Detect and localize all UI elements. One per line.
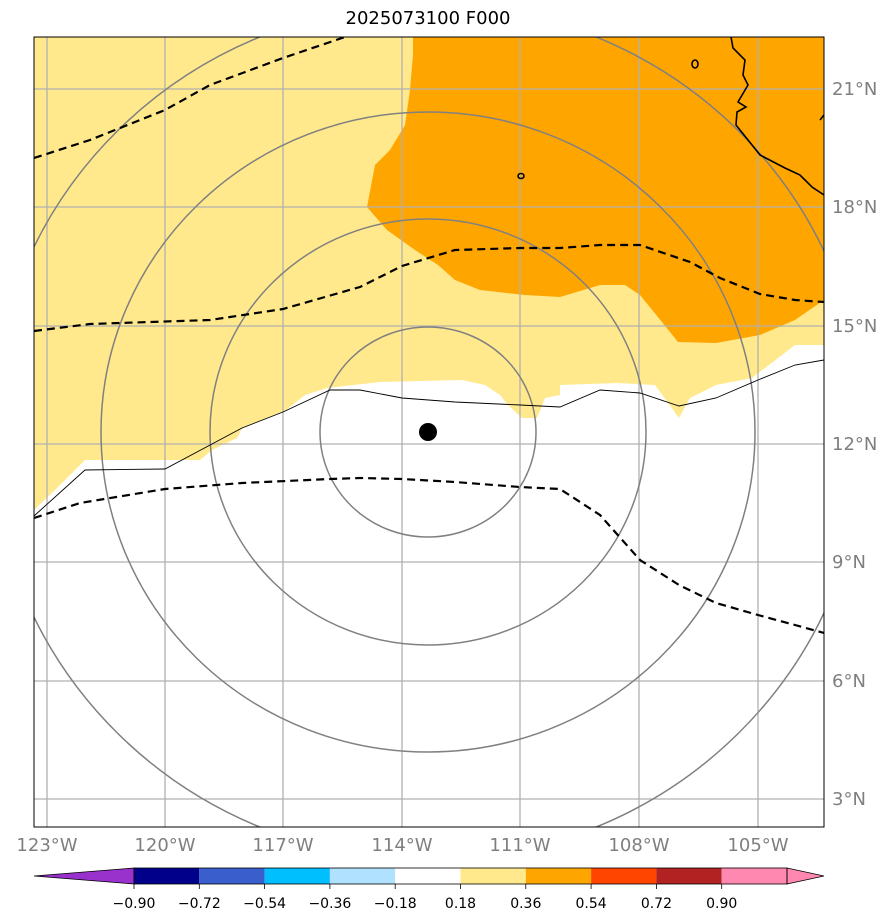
- lat-tick-label: 12°N: [832, 434, 877, 455]
- lon-tick-label: 120°W: [134, 835, 195, 856]
- colorbar-extend-low: [33, 867, 135, 885]
- colorbar-tick-label: 0.90: [706, 896, 737, 912]
- lat-tick-label: 18°N: [832, 197, 877, 218]
- fill-0.36-0.54: [367, 37, 824, 343]
- colorbar-tick-label: −0.90: [113, 896, 156, 912]
- lon-tick-labels: 123°W 120°W 117°W 114°W 111°W 108°W 105°…: [16, 835, 788, 856]
- lon-tick-label: 111°W: [489, 835, 550, 856]
- colorbar-segment: [721, 868, 787, 884]
- lat-tick-label: 6°N: [832, 671, 866, 692]
- colorbar-segment: [264, 868, 330, 884]
- colorbar-tick-label: −0.54: [243, 896, 286, 912]
- map-frame: [33, 36, 825, 828]
- thin-contour: [34, 359, 824, 517]
- colorbar-segment: [199, 868, 265, 884]
- lon-tick-label: 117°W: [252, 835, 313, 856]
- colorbar-segment: [134, 868, 200, 884]
- lat-tick-labels: 21°N 18°N 15°N 12°N 9°N 6°N 3°N: [832, 79, 877, 810]
- colorbar-segment: [329, 868, 396, 884]
- lat-tick-label: 3°N: [832, 789, 866, 810]
- coastline: [517, 37, 824, 196]
- colorbar-tick-label: −0.36: [308, 896, 351, 912]
- lat-tick-label: 9°N: [832, 552, 866, 573]
- colorbar-segment: [395, 868, 461, 884]
- lon-tick-label: 114°W: [371, 835, 432, 856]
- colorbar-segment: [591, 868, 657, 884]
- lat-tick-label: 21°N: [832, 79, 877, 100]
- colorbar-tick-label: −0.18: [374, 896, 417, 912]
- colorbar-segment: [460, 868, 526, 884]
- dashed-contours: [34, 37, 824, 635]
- storm-center-marker: [419, 423, 437, 441]
- colorbar-tick-label: 0.72: [641, 896, 672, 912]
- colorbar-segment: [525, 868, 592, 884]
- lon-tick-label: 108°W: [608, 835, 669, 856]
- map-title: 2025073100 F000: [345, 8, 511, 29]
- colorbar-segment: [656, 868, 722, 884]
- colorbar-tick-label: 0.36: [510, 896, 541, 912]
- range-rings: [34, 37, 824, 827]
- lat-tick-label: 15°N: [832, 316, 877, 337]
- colorbar: −0.90 −0.72 −0.54 −0.36 −0.18 0.18 0.36 …: [33, 867, 825, 912]
- lon-tick-label: 105°W: [727, 835, 788, 856]
- gridlines: [34, 37, 824, 827]
- colorbar-tick-label: 0.54: [576, 896, 607, 912]
- colorbar-tick-label: 0.18: [445, 896, 476, 912]
- filled-contours: [34, 37, 824, 510]
- colorbar-tick-label: −0.72: [178, 896, 221, 912]
- colorbar-extend-high: [786, 867, 825, 885]
- lon-tick-label: 123°W: [16, 835, 77, 856]
